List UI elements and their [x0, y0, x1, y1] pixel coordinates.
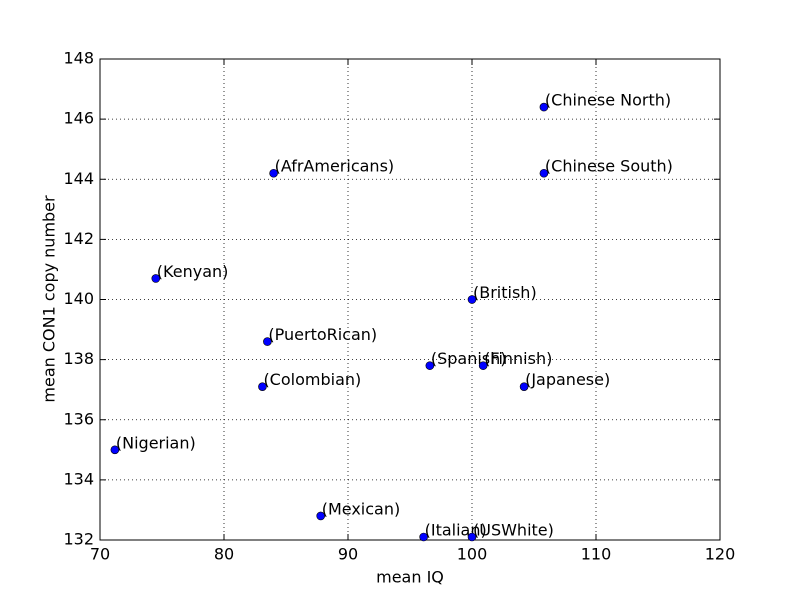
- point: [269, 168, 278, 178]
- point-label: (Spanish): [431, 349, 507, 368]
- point-label: (Chinese North): [545, 91, 671, 110]
- point-label: (USWhite): [473, 520, 554, 539]
- point-label: (AfrAmericans): [275, 157, 395, 176]
- point: [539, 168, 549, 178]
- point: [519, 382, 529, 391]
- point-label: (Japanese): [525, 370, 610, 389]
- point: [425, 361, 435, 370]
- point: [419, 532, 428, 542]
- y-tick-label: 134: [63, 469, 94, 488]
- point: [258, 382, 267, 391]
- point: [151, 274, 161, 283]
- plot-frame: [99, 58, 721, 541]
- point: [478, 361, 488, 370]
- x-axis-label: mean IQ: [376, 568, 444, 587]
- y-tick-label: 140: [63, 289, 94, 308]
- y-tick-label: 138: [63, 349, 94, 368]
- point-label: (PuertoRican): [268, 325, 377, 344]
- x-tick-label: 80: [214, 545, 234, 564]
- point-label: (Finnish): [484, 349, 552, 368]
- x-tick-label: 100: [457, 545, 488, 564]
- point-label: (British): [473, 283, 537, 302]
- y-tick-label: 132: [63, 530, 94, 549]
- point: [539, 102, 549, 112]
- x-tick-label: 120: [705, 545, 736, 564]
- point: [263, 337, 272, 346]
- point: [110, 445, 120, 455]
- point: [467, 295, 477, 304]
- x-tick-label: 90: [338, 545, 358, 564]
- point-label: (Colombian): [263, 370, 361, 389]
- y-tick-label: 136: [63, 409, 94, 428]
- point: [467, 532, 477, 542]
- point: [316, 511, 326, 521]
- x-tick-label: 110: [581, 545, 612, 564]
- y-tick-label: 144: [63, 169, 94, 188]
- y-tick-label: 148: [63, 49, 94, 68]
- point-label: (Nigerian): [116, 433, 196, 452]
- point-label: (Mexican): [322, 499, 401, 518]
- y-axis-label: mean CON1 copy number: [40, 195, 59, 403]
- point-label: (Chinese South): [545, 157, 673, 176]
- x-tick-label: 70: [90, 545, 110, 564]
- point-label: (Kenyan): [157, 262, 229, 281]
- y-tick-label: 146: [63, 109, 94, 128]
- y-tick-label: 142: [63, 229, 94, 248]
